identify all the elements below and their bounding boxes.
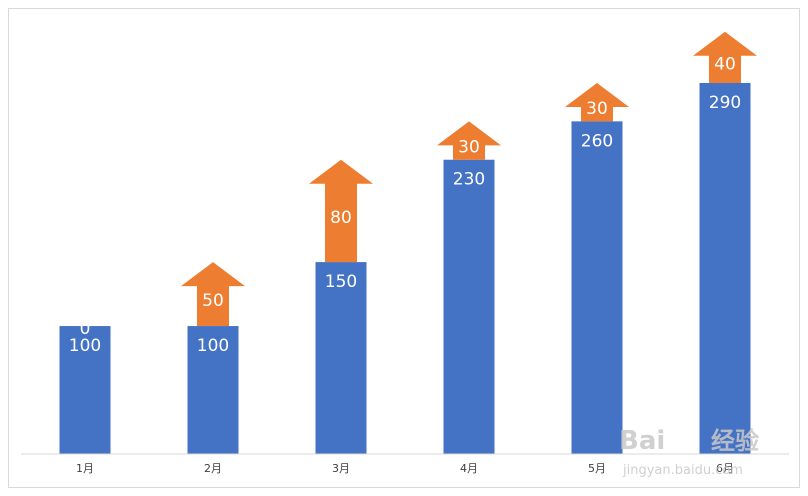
x-tick-label: 2月: [204, 462, 222, 475]
base-value-label: 100: [69, 336, 101, 356]
base-bar: [699, 82, 751, 455]
base-bar: [443, 159, 495, 454]
increment-arrow: [437, 121, 501, 160]
watermark-url: jingyan.baidu.com: [622, 463, 743, 478]
base-bar: [571, 121, 623, 455]
base-value-label: 260: [581, 131, 613, 151]
chart-frame: 100 0 100 50 150 80 230 30 260 30 290 40 1月 2月 3月 4月 5月…: [8, 8, 800, 488]
increment-value-label: 40: [714, 54, 736, 74]
base-bar: [315, 262, 367, 454]
x-tick-label: 5月: [588, 462, 606, 475]
watermark-brand: Bai: [619, 426, 665, 456]
base-value-label: 230: [453, 170, 485, 190]
base-bar: [187, 326, 239, 454]
bars-layer: [59, 31, 757, 455]
x-tick-label: 3月: [332, 462, 350, 475]
increment-value-label: 50: [202, 291, 224, 311]
x-tick-label: 4月: [460, 462, 478, 475]
base-value-label: 290: [709, 93, 741, 113]
watermark: Bai 经验 jingyan.baidu.com: [619, 426, 759, 478]
x-tick-label: 6月: [716, 462, 734, 475]
base-value-label: 100: [197, 336, 229, 356]
increment-value-label: 30: [458, 138, 480, 158]
base-value-label: 150: [325, 272, 357, 292]
watermark-brand-cn: 经验: [711, 427, 759, 455]
x-axis-ticks: 1月 2月 3月 4月 5月 6月: [76, 462, 734, 475]
increment-arrow: [309, 159, 373, 263]
increment-value-label: 0: [80, 319, 91, 339]
base-bar: [59, 326, 111, 454]
increment-arrow: [693, 31, 757, 83]
increment-value-label: 30: [586, 99, 608, 119]
x-tick-label: 1月: [76, 462, 94, 475]
increment-value-label: 80: [330, 208, 352, 228]
increment-arrow: [181, 262, 245, 327]
increment-arrow: [565, 82, 629, 122]
